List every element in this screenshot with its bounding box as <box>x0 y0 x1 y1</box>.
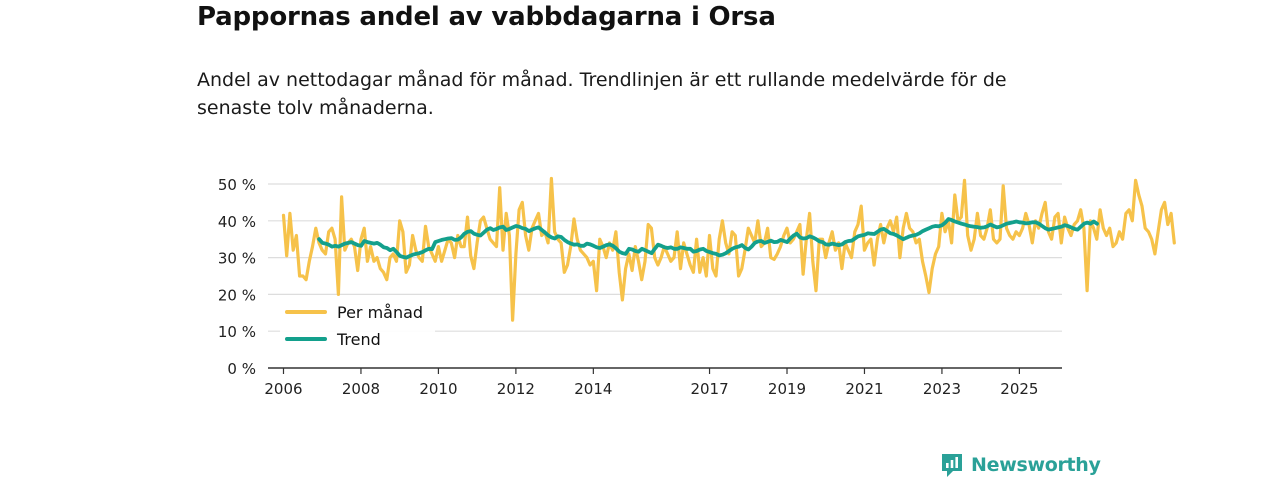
newsworthy-logo-icon <box>942 454 962 477</box>
legend-label: Trend <box>336 330 381 349</box>
y-tick-label: 30 % <box>218 250 256 268</box>
legend-background <box>280 297 435 321</box>
series-line-trend <box>317 217 1099 260</box>
x-tick-label: 2023 <box>923 380 961 398</box>
chart-subtitle: Andel av nettodagar månad för månad. Tre… <box>197 69 1007 119</box>
x-tick-label: 2021 <box>845 380 883 398</box>
newsworthy-brand[interactable]: Newsworthy <box>940 452 1101 478</box>
series-line-per-month <box>281 176 1176 322</box>
x-tick-label: 2019 <box>768 380 806 398</box>
x-tick-label: 2025 <box>1000 380 1038 398</box>
x-tick-label: 2017 <box>690 380 728 398</box>
legend-background <box>280 324 435 348</box>
chart-title: Pappornas andel av vabbdagarna i Orsa <box>197 2 776 32</box>
y-tick-label: 20 % <box>218 286 256 304</box>
x-tick-label: 2014 <box>574 380 612 398</box>
brand-name: Newsworthy <box>971 454 1101 476</box>
y-tick-label: 0 % <box>227 360 256 378</box>
legend: Per månad Trend <box>280 297 435 349</box>
series-lines <box>281 176 1176 322</box>
y-tick-label: 10 % <box>218 323 256 341</box>
y-tick-label: 50 % <box>218 176 256 194</box>
x-tick-label: 2010 <box>419 380 457 398</box>
y-tick-label: 40 % <box>218 213 256 231</box>
legend-label: Per månad <box>337 303 423 322</box>
x-tick-label: 2006 <box>264 380 302 398</box>
x-tick-label: 2012 <box>497 380 535 398</box>
x-tick-label: 2008 <box>342 380 380 398</box>
axes: 0 % 10 % 20 % 30 % 40 % 50 % 2006 2008 2010 2012 2… <box>218 176 1062 398</box>
